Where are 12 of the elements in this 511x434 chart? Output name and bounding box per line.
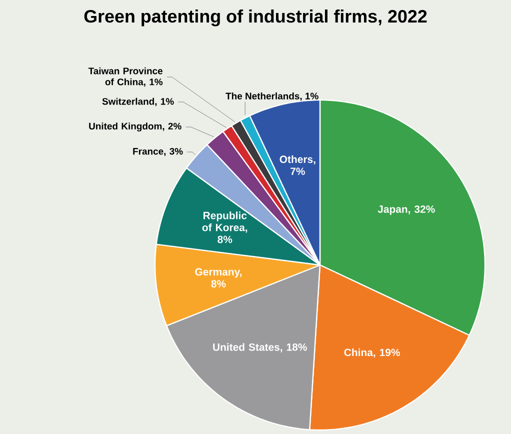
slice-label: France, 3% <box>133 148 183 156</box>
slice-label: The Netherlands, 1% <box>226 92 318 101</box>
slice-label: Others, 7% <box>280 155 316 175</box>
slice-label: Germany, 8% <box>195 268 242 288</box>
slice-label: United States, 18% <box>213 343 307 352</box>
slice-label: China, 19% <box>344 348 400 358</box>
slice-label: United Kingdom, 2% <box>89 122 182 132</box>
chart-title: Green patenting of industrial firms, 2022 <box>84 10 427 26</box>
slice-label: Taiwan Province of China, 1% <box>88 67 163 87</box>
slice-label: Republic of Korea, 8% <box>202 212 248 244</box>
slice-label: Switzerland, 1% <box>102 98 174 106</box>
slice-label: Japan, 32% <box>378 205 435 215</box>
